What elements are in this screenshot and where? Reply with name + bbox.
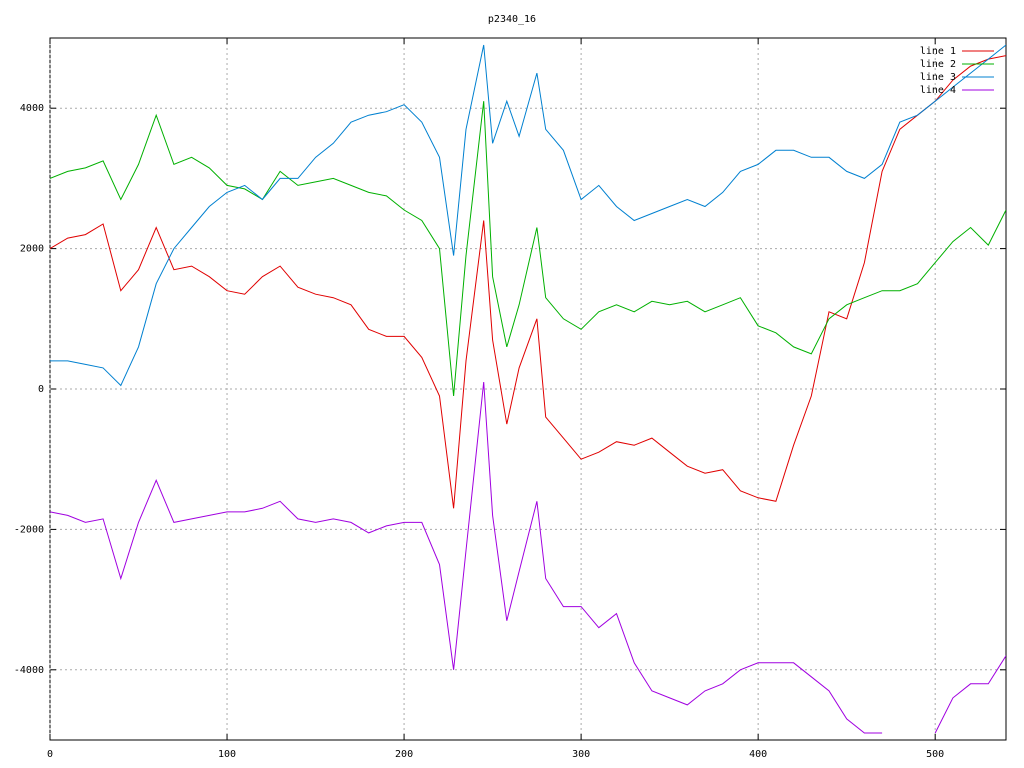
legend-label: line 4 (920, 85, 956, 96)
data-line (50, 55, 1006, 509)
data-line (50, 381, 1006, 734)
x-tick-label: 300 (572, 749, 590, 760)
chart-title: p2340_16 (488, 14, 536, 25)
y-tick-label: 0 (38, 384, 44, 395)
x-tick-label: 400 (749, 749, 767, 760)
legend-label: line 2 (920, 59, 956, 70)
x-tick-label: 100 (218, 749, 236, 760)
plot-border (49, 37, 1007, 741)
data-line (50, 44, 1006, 387)
legend-label: line 1 (920, 46, 956, 57)
y-tick-label: -2000 (14, 524, 44, 535)
x-tick-label: 200 (395, 749, 413, 760)
y-tick-label: 2000 (20, 244, 44, 255)
plot-area (50, 44, 1006, 734)
legend-label: line 3 (920, 72, 956, 83)
y-tick-label: 4000 (20, 103, 44, 114)
x-tick-label: 500 (926, 749, 944, 760)
y-tick-label: -4000 (14, 665, 44, 676)
x-tick-label: 0 (47, 749, 53, 760)
data-line (50, 101, 1006, 397)
